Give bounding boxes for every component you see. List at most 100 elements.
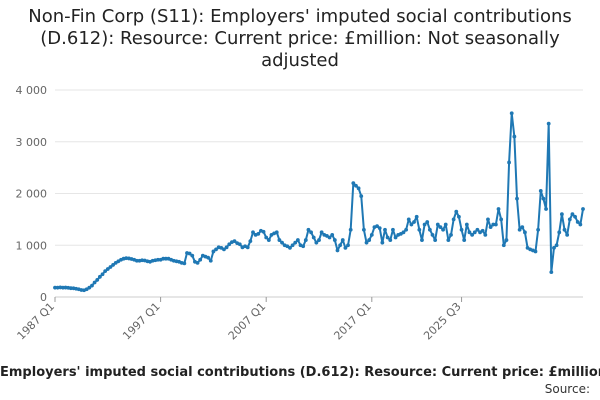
data-point	[198, 257, 203, 262]
data-point	[385, 235, 390, 240]
data-point	[108, 265, 113, 269]
data-point	[237, 242, 242, 247]
data-point	[567, 217, 572, 222]
data-point	[359, 194, 364, 198]
chart-title: Non-Fin Corp (S11): Employers' imputed s…	[0, 6, 600, 72]
chart-title-line-1: Non-Fin Corp (S11): Employers' imputed s…	[28, 6, 572, 27]
data-point	[438, 225, 443, 230]
data-point	[214, 247, 218, 252]
data-point	[464, 222, 469, 227]
data-point	[414, 214, 419, 219]
data-point	[462, 238, 467, 242]
data-point	[406, 217, 411, 222]
x-tick-label: 1987 Q1	[15, 300, 58, 343]
data-point	[451, 217, 456, 222]
data-point	[509, 111, 514, 116]
data-point	[354, 183, 358, 188]
data-point	[277, 238, 282, 242]
data-point	[430, 233, 435, 237]
data-point	[264, 235, 269, 240]
data-point	[309, 230, 313, 235]
data-point	[541, 196, 546, 201]
data-point	[554, 243, 559, 248]
source-label: Source:	[544, 382, 590, 396]
data-point	[412, 220, 416, 224]
data-point	[449, 233, 453, 237]
data-point	[512, 134, 517, 139]
data-point	[163, 256, 168, 261]
data-point	[256, 231, 261, 236]
data-point	[222, 247, 226, 252]
gridlines	[55, 89, 583, 298]
data-point	[570, 212, 575, 217]
data-point	[565, 233, 570, 237]
x-tick-label: 1997 Q1	[120, 300, 163, 343]
data-point	[105, 267, 110, 271]
data-point	[420, 238, 424, 242]
data-point	[346, 243, 350, 248]
data-point	[573, 214, 577, 219]
data-point	[475, 227, 480, 232]
data-point	[441, 227, 445, 232]
data-point	[533, 249, 538, 254]
data-point	[391, 227, 395, 232]
y-tick-label: 3 000	[16, 136, 48, 149]
data-point	[245, 245, 250, 250]
data-point	[499, 217, 504, 222]
data-point	[182, 261, 187, 266]
data-point	[290, 243, 295, 248]
data-point	[335, 248, 340, 253]
data-point	[301, 244, 306, 249]
data-point	[544, 207, 548, 211]
series-line	[55, 112, 584, 292]
data-point	[97, 274, 102, 279]
data-point	[470, 233, 475, 237]
data-point	[486, 217, 490, 222]
data-point	[248, 239, 253, 244]
data-point	[311, 235, 316, 240]
data-point	[409, 222, 414, 227]
data-point	[504, 238, 509, 242]
data-point	[261, 229, 266, 234]
data-point	[433, 238, 438, 242]
data-point	[356, 186, 361, 191]
data-point	[507, 160, 511, 165]
data-point	[559, 212, 564, 217]
data-point	[156, 257, 160, 262]
y-tick-label: 1 000	[16, 239, 48, 252]
data-point	[95, 278, 100, 282]
data-point	[375, 224, 379, 229]
data-point	[195, 260, 200, 265]
data-point	[87, 285, 92, 290]
data-point	[446, 238, 451, 242]
data-point	[367, 238, 372, 242]
data-point	[187, 251, 192, 256]
data-point	[340, 238, 345, 242]
data-point	[280, 240, 284, 245]
data-point	[377, 226, 382, 231]
data-point	[549, 270, 554, 275]
data-point	[338, 243, 343, 248]
data-point	[523, 230, 527, 235]
data-point	[351, 181, 356, 186]
data-point	[314, 240, 319, 245]
data-point	[90, 283, 94, 288]
data-point	[557, 230, 562, 235]
x-tick-label: 2007 Q1	[226, 300, 269, 343]
data-point	[546, 121, 551, 126]
data-point	[459, 227, 464, 232]
data-point	[501, 243, 506, 248]
data-point	[111, 263, 115, 267]
data-point	[435, 222, 440, 227]
data-point	[425, 220, 430, 224]
data-point	[467, 230, 472, 235]
x-axis: 1987 Q1 1997 Q1 2007 Q1 2017 Q1 2025 Q3	[15, 297, 464, 342]
data-point	[562, 227, 567, 232]
data-point	[581, 207, 585, 211]
chart-title-line-2: (D.612): Resource: Current price: £milli…	[40, 28, 560, 49]
data-point	[134, 258, 139, 263]
data-point	[251, 230, 255, 235]
data-point	[536, 227, 541, 232]
data-point	[380, 240, 385, 245]
